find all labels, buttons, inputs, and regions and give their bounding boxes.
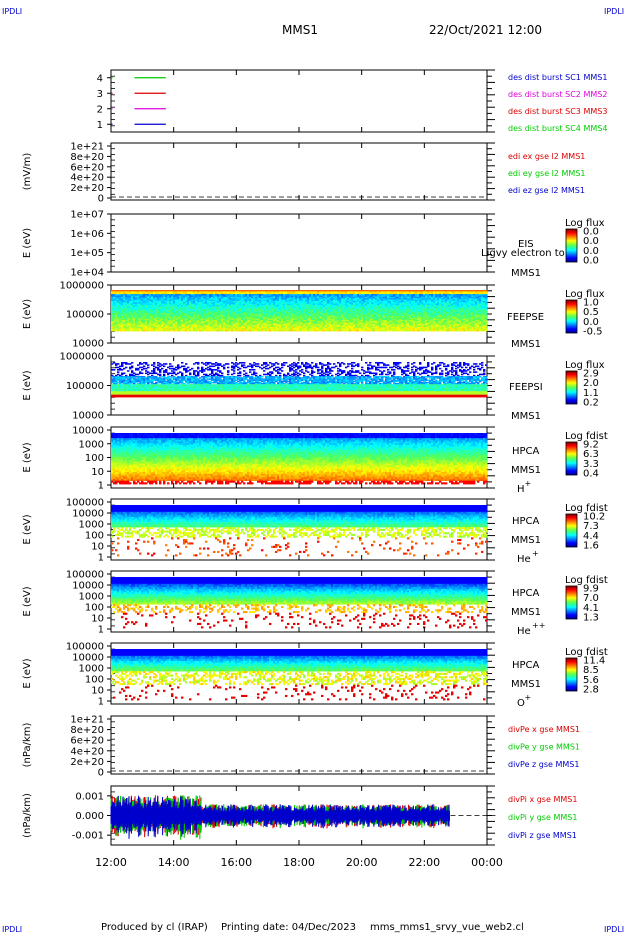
- corner-label-top-right: IPDLI: [604, 7, 624, 16]
- eis-colorbar-tick-label: 0.0: [583, 256, 599, 267]
- burst-legend-entry: des dist burst SC2 MMS2: [508, 90, 607, 99]
- burst-frame: [111, 70, 487, 132]
- edi-legend-entry: edi ez gse l2 MMS1: [508, 186, 585, 195]
- burst-ytick-label: 2: [97, 104, 103, 115]
- eis-frame: [111, 214, 487, 272]
- edi-ytick-label: 6e+20: [70, 162, 104, 173]
- eis-ytick-label: 1e+05: [70, 248, 104, 259]
- eis-overlay-text: Ligvy electron to: [481, 248, 565, 259]
- eis-ytick-label: 1e+07: [70, 210, 104, 221]
- burst-legend-entry: des dist burst SC1 MMS1: [508, 73, 607, 82]
- edi-ytick-label: 4e+20: [70, 173, 104, 184]
- eis-colorbar: [566, 229, 577, 262]
- edi-ytick-label: 2e+20: [70, 183, 104, 194]
- eis-ytick-label: 1e+04: [70, 268, 104, 279]
- eis-spacecraft-label: MMS1: [511, 268, 541, 279]
- burst-legend-entry: des dist burst SC4 MMS4: [508, 124, 607, 133]
- edi-ytick-label: 8e+20: [70, 152, 104, 163]
- edi-ytick-label: 0: [98, 194, 104, 205]
- edi-ytick-label: 1e+21: [70, 142, 104, 153]
- eis-ylabel: E (eV): [22, 228, 33, 258]
- corner-label-top-left: IPDLI: [2, 7, 22, 16]
- burst-panel: 4 3 2 1 des dist burst SC1 MMS1 des dist burs…: [97, 70, 608, 133]
- eis-ytick-label: 1e+06: [70, 229, 104, 240]
- burst-ytick-label: 4: [97, 73, 103, 84]
- figure-datetime: 22/Oct/2021 12:00: [429, 23, 542, 37]
- panels: 4 3 2 1 des dist burst SC1 MMS1 des dist burs…: [22, 70, 608, 845]
- burst-ytick-label: 1: [97, 120, 103, 131]
- edi-legend-entry: edi ex gse l2 MMS1: [508, 152, 585, 161]
- figure-title: MMS1: [282, 23, 318, 37]
- edi-frame: [111, 143, 487, 200]
- burst-ytick-label: 3: [97, 89, 103, 100]
- edi-ylabel: (mV/m): [22, 153, 33, 191]
- edi-legend-entry: edi ey gse l2 MMS1: [508, 169, 586, 178]
- burst-legend-entry: des dist burst SC3 MMS3: [508, 107, 607, 116]
